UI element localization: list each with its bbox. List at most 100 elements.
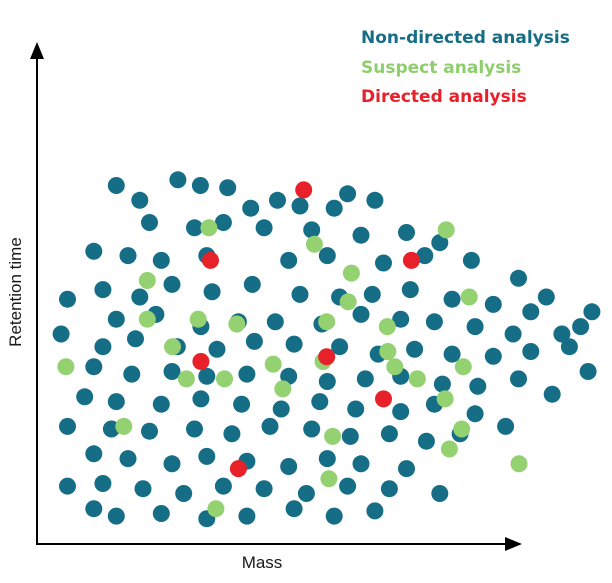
non-directed-point-126 bbox=[380, 480, 398, 498]
non-directed-point-82 bbox=[469, 377, 487, 395]
x-axis-arrow-icon bbox=[505, 537, 522, 551]
non-directed-point-75 bbox=[198, 367, 216, 385]
non-directed-point-49 bbox=[266, 313, 284, 331]
non-directed-point-88 bbox=[152, 395, 170, 413]
non-directed-point-39 bbox=[363, 285, 381, 303]
non-directed-point-40 bbox=[401, 281, 419, 299]
non-directed-point-51 bbox=[352, 305, 370, 323]
suspect-point-24 bbox=[436, 390, 454, 408]
non-directed-point-16 bbox=[303, 221, 321, 239]
non-directed-point-69 bbox=[484, 347, 502, 365]
non-directed-point-6 bbox=[269, 191, 286, 209]
y-axis-arrow-icon bbox=[30, 42, 44, 59]
non-directed-point-112 bbox=[198, 447, 216, 465]
non-directed-point-85 bbox=[579, 363, 597, 380]
non-directed-point-18 bbox=[398, 224, 415, 241]
non-directed-point-121 bbox=[175, 485, 193, 502]
non-directed-point-134 bbox=[366, 502, 384, 520]
non-directed-point-15 bbox=[255, 219, 273, 237]
x-axis-label-text: Mass bbox=[241, 553, 283, 572]
suspect-point-10 bbox=[228, 315, 246, 333]
non-directed-point-52 bbox=[392, 310, 410, 328]
legend-directed: Directed analysis bbox=[361, 87, 527, 107]
non-directed-point-111 bbox=[163, 455, 181, 473]
non-directed-point-102 bbox=[223, 425, 241, 443]
non-directed-point-127 bbox=[431, 485, 449, 502]
suspect-point-9 bbox=[189, 310, 207, 328]
non-directed-point-109 bbox=[85, 445, 103, 463]
non-directed-point-13 bbox=[186, 219, 203, 237]
non-directed-point-87 bbox=[107, 393, 125, 411]
non-directed-point-74 bbox=[163, 363, 181, 380]
suspect-point-11 bbox=[318, 313, 336, 331]
non-directed-point-27 bbox=[416, 247, 434, 265]
non-directed-point-67 bbox=[406, 340, 424, 358]
non-directed-point-77 bbox=[280, 367, 298, 385]
suspect-point-29 bbox=[510, 455, 528, 473]
suspect-point-6 bbox=[460, 288, 478, 306]
non-directed-point-93 bbox=[347, 400, 365, 418]
non-directed-point-105 bbox=[341, 427, 359, 445]
suspect-point-7 bbox=[339, 293, 357, 311]
suspect-point-22 bbox=[408, 370, 426, 388]
non-directed-point-19 bbox=[431, 234, 449, 252]
x-axis-label: Mass bbox=[0, 553, 612, 573]
non-directed-point-3 bbox=[169, 171, 187, 189]
non-directed-point-65 bbox=[331, 338, 349, 356]
directed-point-7 bbox=[229, 460, 247, 478]
non-directed-point-26 bbox=[375, 254, 392, 272]
non-directed-point-84 bbox=[543, 385, 561, 403]
non-directed-point-83 bbox=[510, 370, 527, 388]
non-directed-point-124 bbox=[297, 485, 315, 502]
non-directed-point-68 bbox=[443, 345, 461, 363]
non-directed-point-133 bbox=[325, 507, 343, 525]
non-directed-point-56 bbox=[553, 325, 571, 343]
non-directed-point-76 bbox=[238, 365, 256, 383]
non-directed-point-53 bbox=[425, 313, 443, 331]
non-directed-point-34 bbox=[163, 275, 181, 293]
non-directed-point-114 bbox=[280, 458, 298, 475]
y-axis bbox=[30, 42, 44, 544]
suspect-point-26 bbox=[453, 420, 471, 438]
non-directed-point-29 bbox=[510, 269, 527, 287]
non-directed-point-91 bbox=[272, 400, 290, 418]
non-directed-point-73 bbox=[123, 365, 141, 383]
non-directed-point-32 bbox=[94, 281, 112, 299]
non-directed-point-30 bbox=[537, 288, 555, 306]
non-directed-point-106 bbox=[380, 425, 398, 443]
suspect-point-3 bbox=[305, 235, 323, 253]
non-directed-point-10 bbox=[291, 197, 309, 215]
non-directed-point-117 bbox=[398, 460, 415, 478]
non-directed-point-28 bbox=[462, 251, 480, 269]
non-directed-point-45 bbox=[107, 310, 125, 328]
non-directed-point-21 bbox=[119, 247, 137, 265]
suspect-point-2 bbox=[437, 221, 455, 239]
non-directed-point-22 bbox=[152, 251, 170, 269]
non-directed-point-119 bbox=[94, 475, 112, 492]
non-directed-point-116 bbox=[352, 455, 370, 473]
non-directed-point-115 bbox=[318, 450, 336, 468]
non-directed-point-41 bbox=[443, 290, 461, 308]
non-directed-point-70 bbox=[522, 343, 540, 360]
non-directed-point-72 bbox=[85, 358, 103, 376]
non-directed-point-107 bbox=[417, 432, 435, 450]
non-directed-point-71 bbox=[560, 338, 578, 356]
non-directed-point-57 bbox=[572, 318, 590, 336]
non-directed-point-129 bbox=[152, 505, 170, 522]
non-directed-point-118 bbox=[59, 477, 76, 495]
non-directed-point-90 bbox=[233, 395, 251, 413]
non-directed-point-5 bbox=[219, 179, 237, 197]
suspect-point-23 bbox=[274, 380, 292, 398]
non-directed-point-97 bbox=[497, 417, 515, 435]
non-directed-point-35 bbox=[203, 283, 221, 301]
non-directed-point-54 bbox=[466, 318, 484, 336]
non-directed-point-64 bbox=[285, 335, 303, 353]
non-directed-point-98 bbox=[59, 417, 76, 435]
non-directed-point-120 bbox=[134, 480, 152, 498]
suspect-point-28 bbox=[440, 440, 458, 458]
non-directed-point-122 bbox=[214, 477, 232, 495]
directed-point-1 bbox=[295, 181, 313, 199]
non-directed-point-92 bbox=[311, 393, 329, 411]
suspect-point-1 bbox=[200, 219, 218, 237]
